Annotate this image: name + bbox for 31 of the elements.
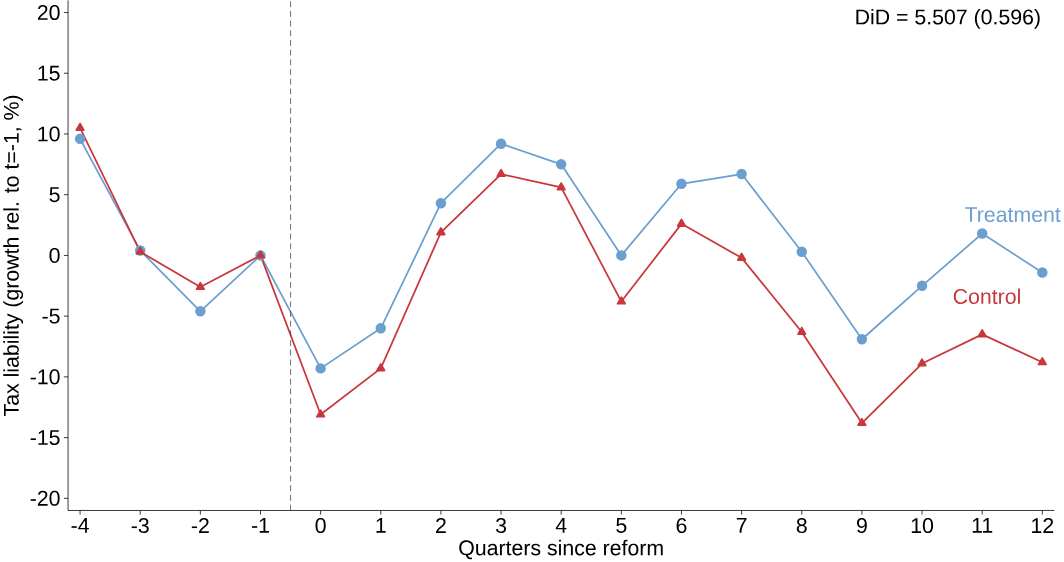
y-tick-label: 0: [49, 247, 60, 263]
y-tick-label: -15: [30, 429, 60, 445]
x-tick-label: -4: [71, 517, 89, 533]
x-tick-label: 3: [495, 517, 507, 533]
x-tick-label: 8: [796, 517, 807, 533]
x-tick-label: 7: [736, 517, 747, 533]
y-tick-label: 15: [38, 65, 60, 81]
x-tick-label: -2: [191, 517, 209, 533]
x-tick-label: 1: [376, 517, 386, 533]
x-tick-label: -1: [251, 517, 269, 533]
y-tick-label: 5: [49, 187, 60, 202]
x-tick-label: 12: [1032, 517, 1054, 533]
y-tick-label: -5: [42, 308, 60, 324]
series-label: Treatment: [965, 206, 1061, 222]
x-tick-label: 4: [555, 517, 567, 533]
x-tick-label: 5: [616, 517, 627, 533]
y-tick-label: -20: [30, 490, 60, 506]
x-tick-label: 6: [676, 517, 687, 533]
x-tick-label: 0: [315, 517, 326, 533]
y-axis-title: Tax liability (growth rel. to t=-1, %): [3, 95, 24, 416]
x-tick-label: 9: [856, 517, 867, 533]
x-tick-label: -3: [131, 517, 149, 533]
x-axis-title: Quarters since reform: [459, 539, 663, 559]
annotation: DiD = 5.507 (0.596): [856, 8, 1040, 29]
y-tick-label: 20: [37, 4, 60, 20]
x-tick-label: 10: [911, 517, 934, 533]
x-tick-label: 2: [436, 517, 446, 533]
y-tick-label: 10: [38, 126, 60, 142]
y-tick-label: -10: [30, 369, 60, 385]
series-label: Control: [953, 288, 1020, 304]
x-tick-label: 11: [972, 517, 993, 533]
